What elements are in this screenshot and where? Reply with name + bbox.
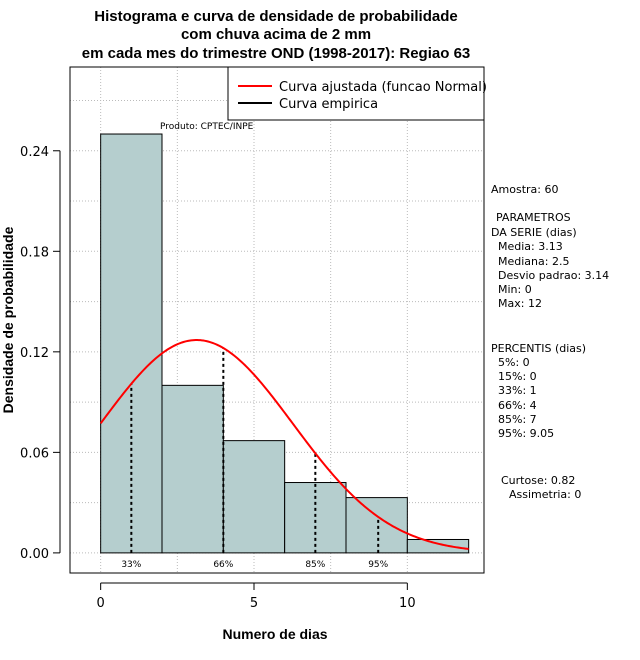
y-axis-title: Densidade de probabilidade: [0, 226, 16, 413]
histogram-bar: [284, 482, 347, 554]
chart-title-line-2: com chuva acima de 2 mm: [181, 26, 371, 43]
stat-param: Max: 12: [498, 297, 542, 310]
stats-panel: Amostra: 60 PARAMETROS DA SERIE (dias) M…: [491, 183, 609, 501]
stat-percentil: 95%: 9.05: [498, 427, 554, 440]
percentile-label: 95%: [368, 560, 388, 570]
normal-fit-curve: [99, 339, 469, 550]
stat-param: Desvio padrao: 3.14: [498, 269, 609, 282]
bars-layer: [100, 133, 470, 554]
stat-params-title-1: PARAMETROS: [496, 211, 571, 224]
x-tick-label: 0: [97, 596, 105, 611]
stat-percentil: 33%: 1: [498, 384, 537, 397]
y-tick-label: 0.24: [20, 145, 49, 160]
histogram-bar: [100, 133, 163, 554]
x-tick-label: 10: [399, 596, 416, 611]
histogram-bar: [161, 384, 224, 554]
stat-sample: Amostra: 60: [491, 183, 558, 196]
legend: Curva ajustada (funcao Normal) Curva emp…: [227, 66, 487, 121]
histogram-bar: [345, 497, 408, 554]
x-axis: 0 5 10: [97, 582, 416, 611]
x-axis-title: Numero de dias: [222, 626, 327, 642]
stat-percentil: 5%: 0: [498, 356, 530, 369]
stat-percentis-title: PERCENTIS (dias): [491, 342, 586, 355]
chart-title-line-1: Histograma e curva de densidade de proba…: [94, 8, 457, 25]
y-tick-label: 0.12: [20, 346, 49, 361]
percentile-layer: 33% 66% 85% 95%: [121, 348, 389, 570]
stat-param: Mediana: 2.5: [498, 255, 569, 268]
percentile-label: 85%: [305, 560, 325, 570]
stat-param: Media: 3.13: [498, 240, 563, 253]
y-tick-label: 0.18: [20, 245, 49, 260]
stat-assimetria: Assimetria: 0: [509, 488, 581, 501]
stat-curtose: Curtose: 0.82: [501, 474, 575, 487]
stat-params-title-2: DA SERIE (dias): [491, 226, 577, 239]
stat-percentil: 85%: 7: [498, 413, 537, 426]
curve-layer: [99, 339, 469, 550]
stat-param: Min: 0: [498, 283, 532, 296]
stat-percentil: 66%: 4: [498, 399, 537, 412]
x-tick-label: 5: [250, 596, 258, 611]
chart-title-line-3: em cada mes do trimestre OND (1998-2017)…: [82, 45, 471, 62]
y-axis: 0.00 0.06 0.12 0.18 0.24: [20, 145, 61, 562]
product-annotation: Produto: CPTEC/INPE: [160, 122, 254, 132]
stat-percentil: 15%: 0: [498, 370, 537, 383]
y-tick-label: 0.06: [20, 446, 49, 461]
y-tick-label: 0.00: [20, 547, 49, 562]
legend-label-normal: Curva ajustada (funcao Normal): [279, 80, 487, 95]
percentile-label: 66%: [213, 560, 233, 570]
histogram-bar: [222, 440, 286, 554]
legend-label-empirica: Curva empirica: [279, 97, 378, 112]
percentile-label: 33%: [121, 560, 141, 570]
legend-box: [227, 66, 485, 121]
histogram-bar: [406, 538, 470, 554]
